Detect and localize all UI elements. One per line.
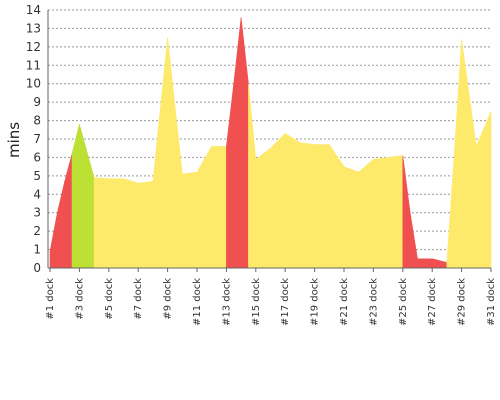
x-tick-label: #15 dock — [251, 278, 262, 326]
area-segment-yellow — [343, 166, 359, 269]
area-segment-yellow — [93, 177, 110, 269]
x-tick-label: #23 dock — [368, 278, 379, 326]
area-segment-yellow — [248, 83, 257, 269]
y-tick-label: 9 — [33, 95, 41, 109]
x-tick-label: #13 dock — [221, 278, 232, 326]
x-tick-label: #11 dock — [192, 278, 203, 326]
y-axis-label: mins — [5, 122, 23, 158]
x-tick-label: #29 dock — [457, 278, 468, 326]
y-tick-label: 5 — [33, 169, 41, 183]
y-tick-label: 0 — [33, 261, 41, 275]
x-tick-label: #3 dock — [74, 278, 85, 320]
y-tick-label: 1 — [33, 243, 41, 257]
x-tick-label: #31 dock — [486, 278, 497, 326]
area-segment-yellow — [373, 157, 389, 269]
x-tick-label: #9 dock — [163, 278, 174, 320]
area-segment-yellow — [453, 39, 462, 269]
y-tick-label: 14 — [26, 3, 41, 17]
area-series — [49, 17, 492, 269]
area-segment-red — [431, 258, 448, 269]
area-segment-yellow — [167, 37, 183, 269]
area-segment-yellow — [387, 155, 404, 269]
area-segment-red — [233, 17, 242, 269]
area-segment-red — [240, 17, 249, 269]
x-tick-label: #19 dock — [310, 278, 321, 326]
area-segment-yellow — [270, 132, 286, 269]
area-segment-yellow — [446, 153, 455, 269]
y-tick-label: 2 — [33, 224, 41, 238]
area-segment-yellow — [299, 142, 315, 269]
area-segment-yellow — [137, 181, 154, 269]
area-segment-yellow — [476, 111, 492, 269]
x-tick-label: #1 dock — [45, 278, 56, 320]
area-segment-yellow — [152, 37, 168, 269]
x-tick-label: #5 dock — [104, 278, 115, 320]
y-tick-label: 3 — [33, 206, 41, 220]
area-segment-yellow — [123, 178, 139, 269]
area-segment-yellow — [108, 178, 124, 269]
y-tick-label: 8 — [33, 114, 41, 128]
area-segment-red — [64, 153, 73, 269]
area-segment-green — [71, 124, 80, 269]
area-segment-yellow — [255, 147, 271, 269]
y-tick-label: 12 — [26, 40, 41, 54]
area-segment-yellow — [284, 132, 301, 269]
x-tick-label: #17 dock — [280, 278, 291, 326]
x-tick-label: #25 dock — [398, 278, 409, 326]
area-segment-red — [417, 258, 433, 269]
x-tick-labels: #1 dock #3 dock #5 dock #7 dock #9 dock #11 d… — [45, 268, 497, 326]
area-segment-red — [49, 212, 58, 269]
x-tick-label: #21 dock — [339, 278, 350, 326]
y-tick-label: 13 — [26, 21, 41, 35]
area-segment-yellow — [211, 146, 227, 269]
y-tick-label: 4 — [33, 187, 41, 201]
y-tick-label: 11 — [26, 58, 41, 72]
area-segment-red — [409, 212, 418, 269]
area-segment-red — [226, 83, 235, 269]
y-tick-label: 6 — [33, 150, 41, 164]
y-tick-label: 7 — [33, 132, 41, 146]
area-segment-yellow — [182, 171, 198, 269]
y-tick-label: 10 — [26, 77, 41, 91]
axes — [47, 10, 491, 269]
area-segment-yellow — [358, 158, 374, 269]
x-tick-label: #27 dock — [427, 278, 438, 326]
area-segment-yellow — [329, 143, 345, 269]
area-segment-yellow — [196, 145, 212, 269]
area-segment-red — [402, 155, 411, 269]
area-segment-yellow — [461, 39, 477, 269]
area-segment-green — [79, 124, 95, 269]
area-segment-yellow — [314, 144, 330, 269]
x-tick-label: #7 dock — [133, 278, 144, 320]
